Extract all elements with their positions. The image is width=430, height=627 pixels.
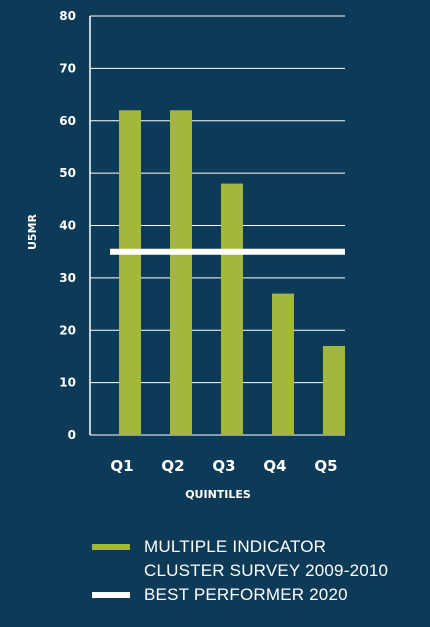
legend-item-survey: MULTIPLE INDICATOR CLUSTER SURVEY 2009-2… <box>92 535 422 583</box>
y-tick-label: 0 <box>68 428 76 442</box>
y-tick-label: 30 <box>59 271 76 285</box>
y-tick-label: 80 <box>59 9 76 23</box>
x-tick-label-q3: Q3 <box>212 457 235 475</box>
x-tick-label-q2: Q2 <box>161 457 184 475</box>
legend-swatch-best-performer <box>92 592 130 598</box>
y-tick-label: 40 <box>59 219 76 233</box>
legend-item-best-performer: BEST PERFORMER 2020 <box>92 583 422 607</box>
y-axis-title: U5MR <box>26 213 39 250</box>
bar-q3 <box>221 183 243 435</box>
legend-label-best-performer: BEST PERFORMER 2020 <box>144 585 348 604</box>
bar-q4 <box>272 293 294 435</box>
y-tick-label: 50 <box>59 166 76 180</box>
x-tick-label-q5: Q5 <box>314 457 337 475</box>
x-tick-label-q1: Q1 <box>110 457 133 475</box>
x-axis-title: QUINTILES <box>185 488 251 501</box>
x-tick-label-q4: Q4 <box>263 457 286 475</box>
bar-q5 <box>323 345 345 435</box>
bar-q2 <box>170 110 192 436</box>
bar-q1 <box>119 110 141 436</box>
legend-swatch-survey <box>92 544 130 550</box>
legend-label-survey: MULTIPLE INDICATOR CLUSTER SURVEY 2009-2… <box>144 537 389 580</box>
chart-legend: MULTIPLE INDICATOR CLUSTER SURVEY 2009-2… <box>92 535 422 607</box>
bar-chart: 0 10 20 30 40 50 60 70 80 Q1 Q2 Q3 Q4 Q5 QUINTILES U5MR <box>26 9 345 501</box>
y-tick-label: 70 <box>59 61 76 75</box>
y-tick-label: 60 <box>59 114 76 128</box>
y-tick-label: 20 <box>59 323 76 337</box>
y-tick-label: 10 <box>59 376 76 390</box>
